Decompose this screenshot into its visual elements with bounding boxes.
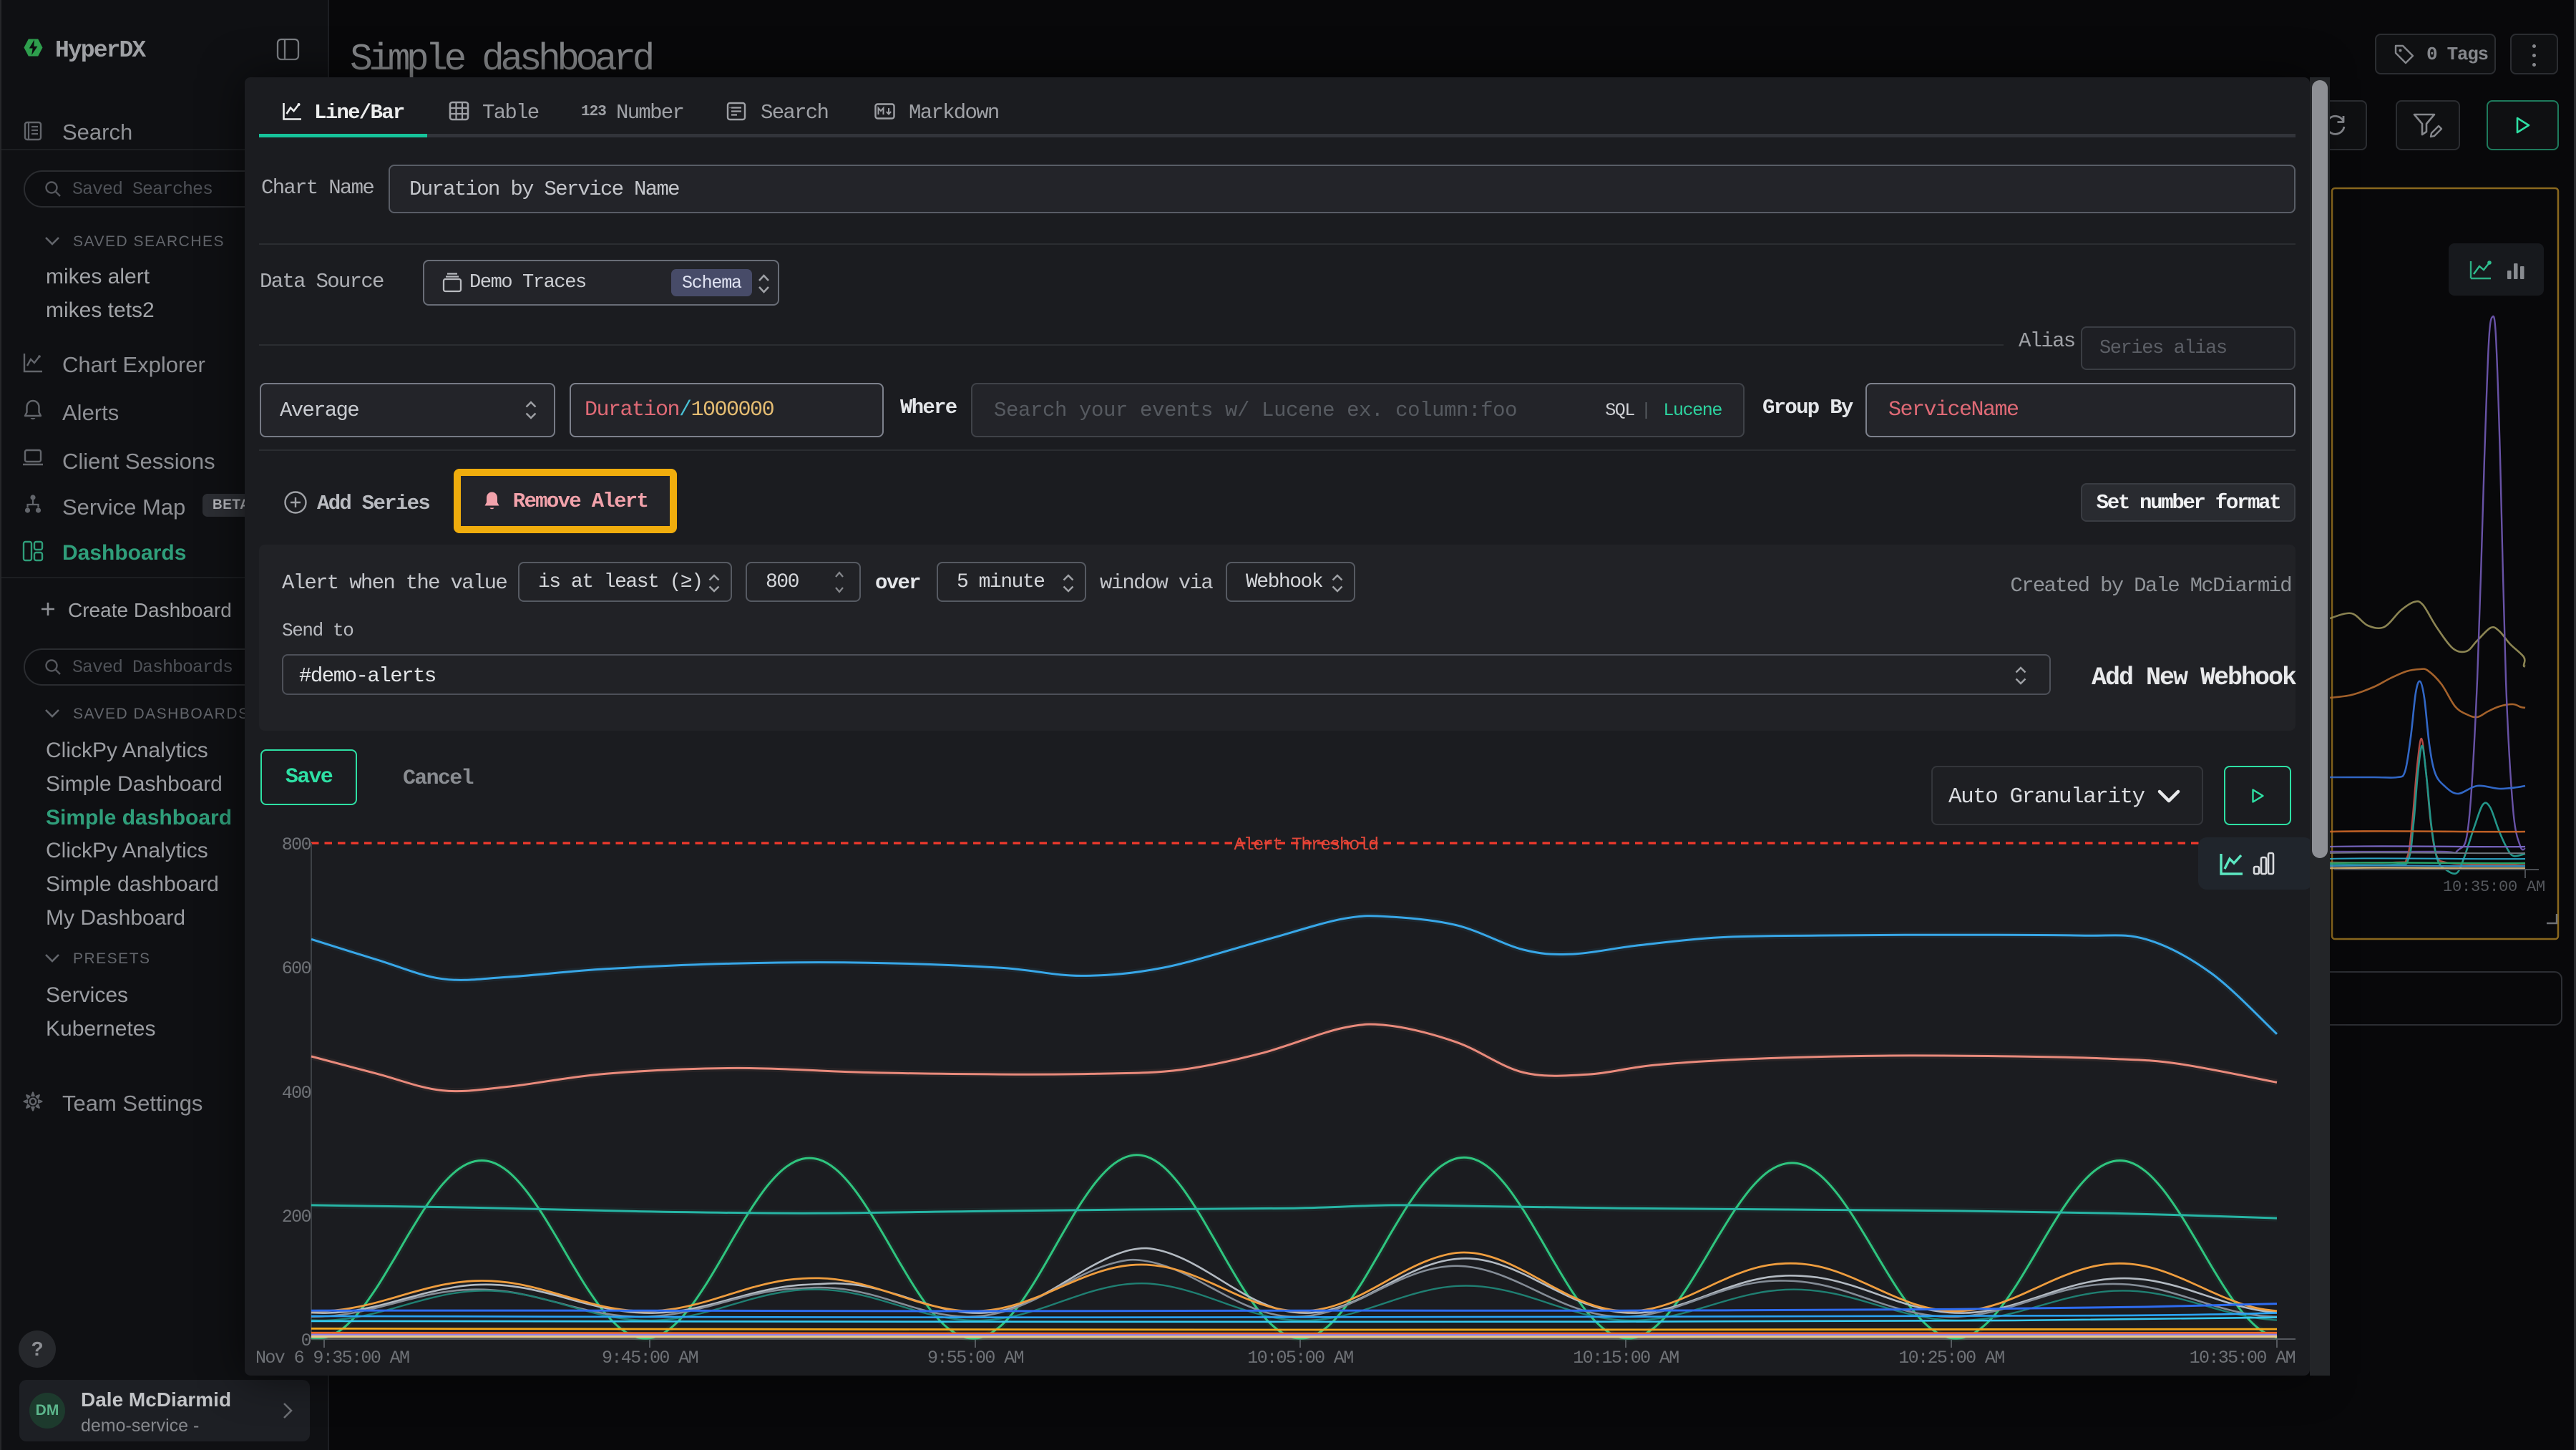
svg-text:600: 600 xyxy=(282,958,311,979)
svg-text:0: 0 xyxy=(301,1330,311,1351)
svg-text:9:55:00 AM: 9:55:00 AM xyxy=(927,1348,1024,1368)
svg-text:10:35:00 AM: 10:35:00 AM xyxy=(2443,878,2545,896)
svg-text:Alert Threshold: Alert Threshold xyxy=(1234,835,1377,855)
svg-text:10:25:00 AM: 10:25:00 AM xyxy=(1898,1348,2004,1368)
svg-text:10:15:00 AM: 10:15:00 AM xyxy=(1573,1348,1679,1368)
svg-text:400: 400 xyxy=(282,1083,311,1104)
svg-text:10:35:00 AM: 10:35:00 AM xyxy=(2190,1348,2296,1368)
svg-text:10:05:00 AM: 10:05:00 AM xyxy=(1247,1348,1353,1368)
svg-text:800: 800 xyxy=(282,835,311,855)
svg-text:9:45:00 AM: 9:45:00 AM xyxy=(602,1348,698,1368)
svg-text:200: 200 xyxy=(282,1207,311,1227)
svg-text:Nov 6 9:35:00 AM: Nov 6 9:35:00 AM xyxy=(255,1348,409,1368)
